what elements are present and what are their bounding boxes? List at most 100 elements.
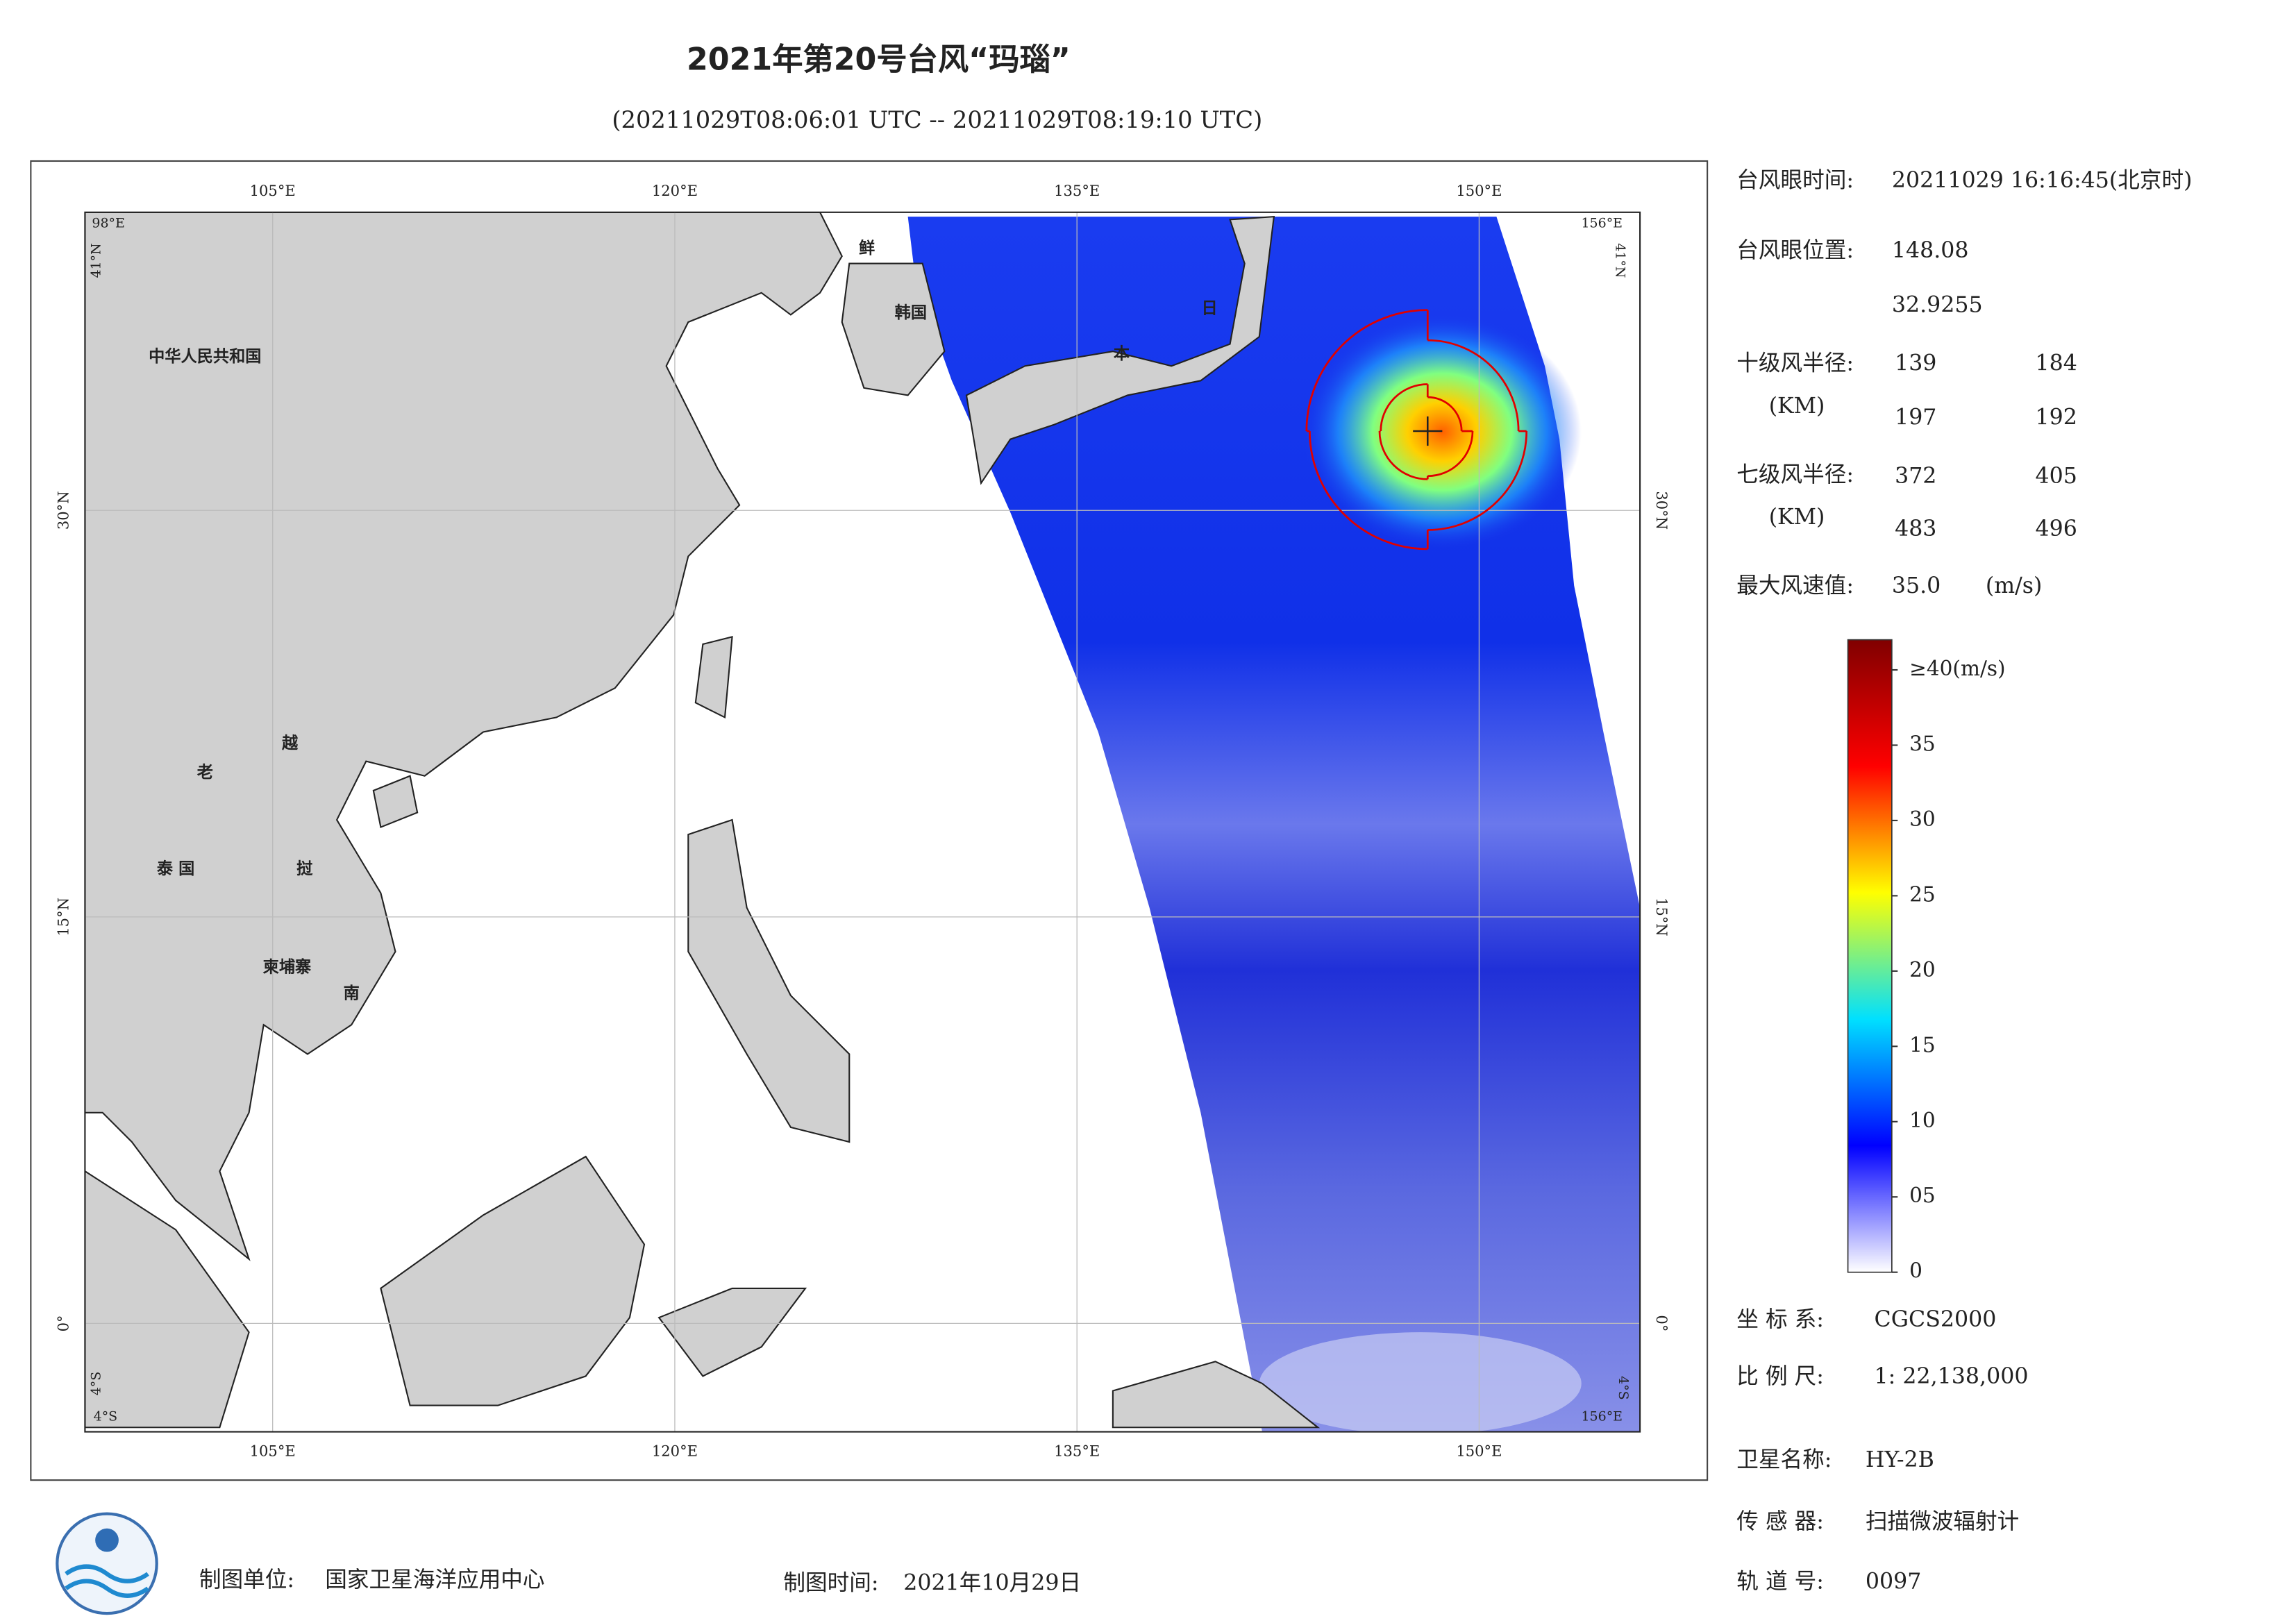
title: 2021年第20号台风“玛瑙” [687,42,1071,78]
wind-radius-arc [1427,339,1520,432]
lon-label: 135°E [1054,182,1100,199]
place-label: 泰 国 [156,859,194,878]
lon-label: 105°E [250,182,296,199]
place-label: 本 [1114,344,1130,363]
orbit: 0097 [1866,1569,1921,1594]
info-panel: 台风眼时间: 20211029 16:16:45(北京时) 台风眼位置: 148… [199,168,2193,1595]
satellite: HY-2B [1866,1447,1934,1472]
wind-radius-arc [1380,383,1428,432]
wind-radius-arc [1305,309,1428,432]
place-label: 越 [282,734,299,752]
wind-radius-arc [1427,396,1463,432]
lon-label: 135°E [1054,1443,1100,1460]
eye-time-label: 台风眼时间: [1736,168,1854,193]
r7-value: 483 [1895,516,1936,541]
r7-unit: (KM) [1769,505,1825,530]
r7-label: 七级风半径: [1736,462,1854,487]
place-label: 南 [344,984,360,1002]
max-wind-unit: (m/s) [1986,573,2043,598]
sensor: 扫描微波辐射计 [1866,1509,2019,1534]
colorbar-label: 10 [1909,1109,1936,1132]
borneo [380,1155,646,1406]
date: 2021年10月29日 [903,1570,1081,1595]
place-label: 鲜 [859,239,875,258]
corner-label: 156°E [1582,216,1623,231]
lat-label: 30°N [54,491,72,530]
wind-radius-arc [1427,431,1474,478]
coord: CGCS2000 [1875,1307,1997,1332]
low-wind-area [1259,1332,1582,1432]
logo [56,1512,158,1615]
corner-label: 4°S [1616,1376,1631,1400]
scale: 1: 22,138,000 [1875,1364,2029,1389]
wind-radius-arc [1309,431,1428,550]
corner-label: 41°N [88,243,103,278]
lon-label: 105°E [250,1443,296,1460]
map-frame [84,211,1641,1433]
corner-label: 4°S [94,1408,118,1424]
new-guinea [1112,1361,1321,1429]
corner-label: 4°S [88,1372,103,1396]
taiwan [694,636,733,719]
producer-label: 制图单位: [199,1567,294,1592]
colorbar-label: 30 [1909,807,1936,831]
sumatra [85,1170,250,1429]
place-label: 韩国 [895,303,927,322]
wind-radius-arc [1427,431,1528,531]
place-label: 挝 [296,859,313,878]
corner-label: 98°E [92,216,124,231]
asia-mainland [85,212,843,1261]
typhoon-wind-field [1303,314,1582,549]
eye-time: 20211029 16:16:45(北京时) [1892,168,2193,193]
max-wind: 35.0 [1892,573,1941,598]
place-label: 日 [1201,298,1217,317]
satellite-label: 卫星名称: [1736,1447,1832,1472]
r10-value: 197 [1895,405,1936,430]
lon-label: 150°E [1456,1443,1502,1460]
orbit-label: 轨 道 号: [1736,1569,1824,1594]
hainan [372,775,419,829]
colorbar-label: ≥40(m/s) [1909,657,2005,680]
lon-label: 120°E [652,1443,698,1460]
lat-label: 15°N [1653,898,1670,936]
wind-radius-arc [1378,431,1428,480]
place-label: 中华人民共和国 [149,347,261,366]
lat-label: 0° [54,1315,72,1331]
corner-label: 156°E [1582,1408,1623,1424]
colorbar-label: 15 [1909,1033,1936,1057]
lat-label: 30°N [1653,491,1670,530]
eye-marker [1413,416,1443,446]
colorbar-label: 0 [1909,1259,1922,1283]
colorbar-label: 05 [1909,1184,1936,1207]
r10-value: 139 [1895,351,1936,376]
colorbar-label: 20 [1909,958,1936,982]
colorbar: 0 05 10 15 20 25 30 35 ≥40(m/s) [1847,639,2006,1283]
place-label: 柬埔寨 [263,958,312,977]
r7-value: 405 [2036,464,2077,489]
scale-label: 比 例 尺: [1736,1364,1824,1389]
map-area [85,212,1641,1432]
place-label: 老 [196,763,213,782]
eye-lat: 32.9255 [1892,292,1983,317]
r10-value: 184 [2036,351,2077,376]
colorbar-label: 35 [1909,732,1936,755]
map-panel [30,160,1709,1481]
korea [841,262,946,396]
lat-label: 15°N [54,898,72,936]
r10-label: 十级风半径: [1736,351,1854,376]
r7-value: 496 [2036,516,2077,541]
r7-value: 372 [1895,464,1936,489]
coord-label: 坐 标 系: [1736,1307,1824,1332]
lon-label: 120°E [652,182,698,199]
colorbar-bar [1847,639,1893,1273]
philippines [687,818,850,1143]
sensor-label: 传 感 器: [1736,1509,1824,1534]
wind-radii [1305,309,1528,550]
colorbar-label: 25 [1909,882,1936,906]
r10-value: 192 [2036,405,2077,430]
graticule-labels: 105°E 105°E 120°E 120°E 135°E 135°E 150°E 150°E… [54,182,1670,1460]
max-wind-label: 最大风速值: [1736,573,1854,598]
land [85,212,1321,1429]
eye-position-label: 台风眼位置: [1736,238,1854,263]
date-label: 制图时间: [783,1570,878,1595]
